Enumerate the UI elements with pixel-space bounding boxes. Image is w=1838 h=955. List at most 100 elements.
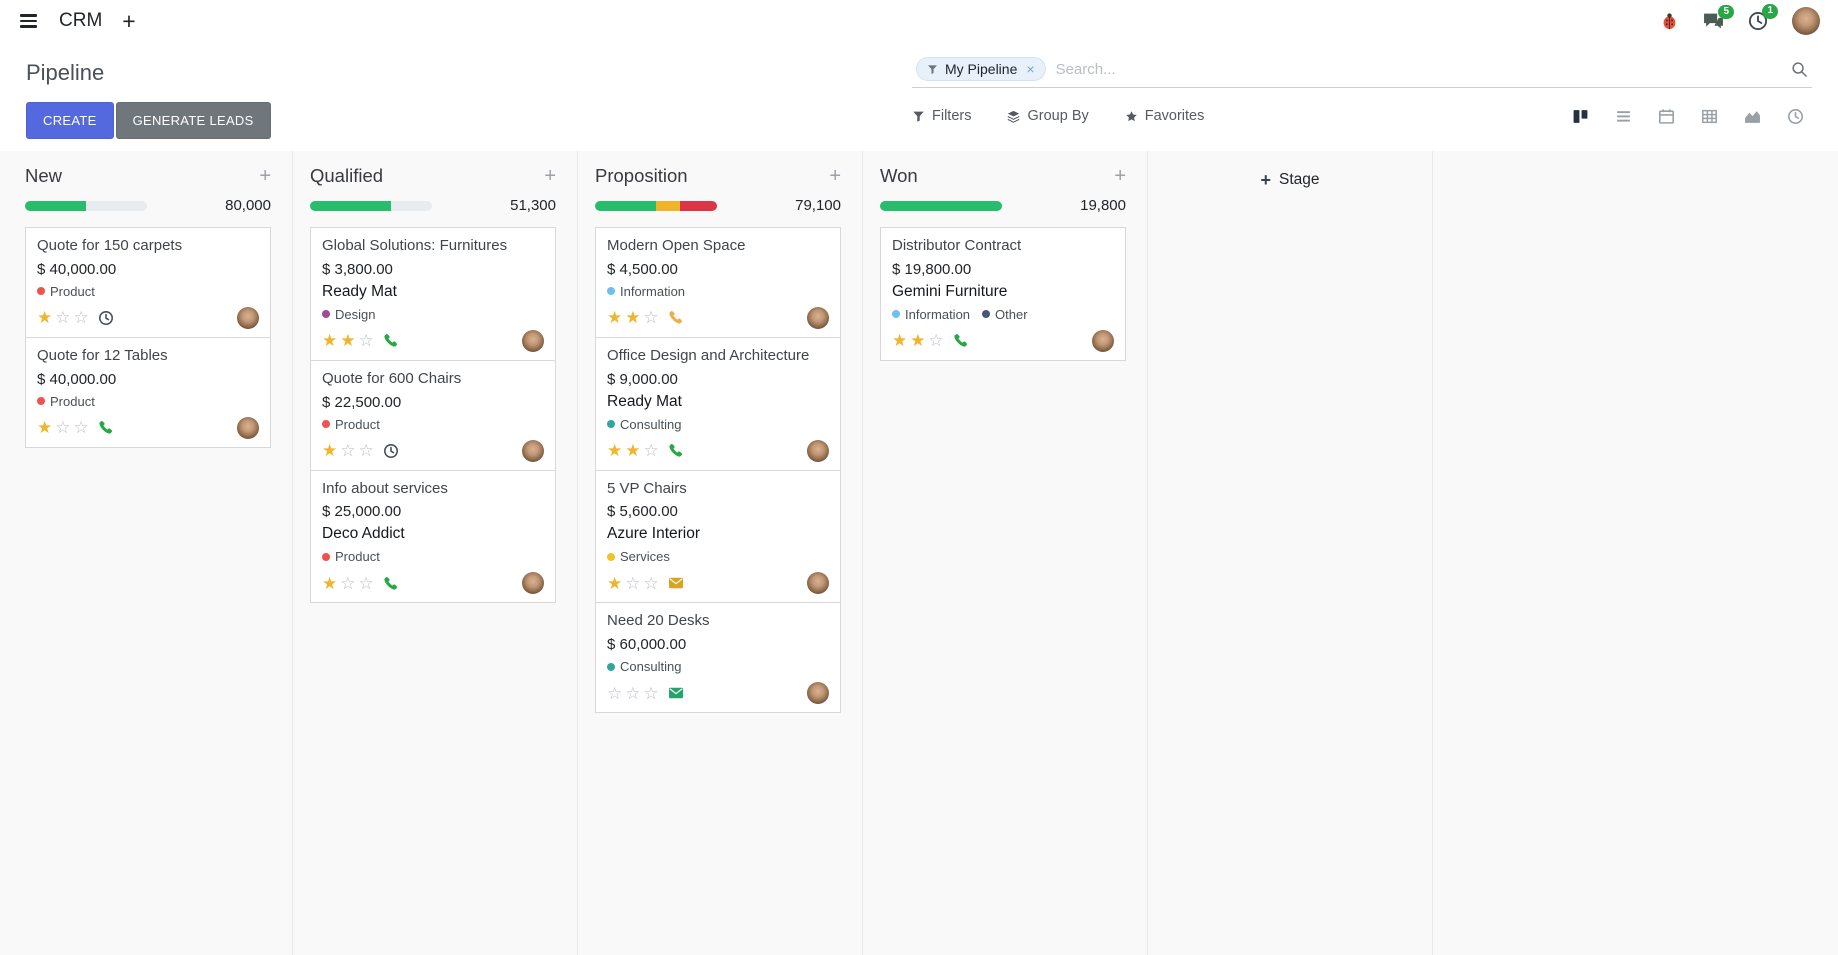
create-button[interactable]: CREATE [26, 102, 114, 139]
card-footer: ☆ ☆ ☆ [607, 682, 829, 704]
phone-activity-icon[interactable] [668, 310, 683, 325]
priority-star[interactable]: ☆ [340, 441, 356, 460]
priority-star[interactable]: ☆ [625, 683, 641, 703]
kanban-card[interactable]: Info about services $ 25,000.00 Deco Add… [310, 469, 556, 604]
card-tag: Services [607, 549, 670, 564]
salesperson-avatar [522, 439, 544, 462]
add-stage-button[interactable]: + Stage [1260, 171, 1319, 189]
add-record-icon[interactable]: + [259, 165, 271, 187]
priority-star[interactable]: ★ [322, 441, 338, 460]
app-name[interactable]: CRM [59, 10, 103, 31]
add-record-icon[interactable]: + [1114, 165, 1126, 187]
add-record-icon[interactable]: + [544, 165, 556, 187]
priority-star[interactable]: ☆ [625, 573, 641, 593]
priority-star[interactable]: ☆ [607, 683, 623, 703]
kanban-card[interactable]: Quote for 12 Tables $ 40,000.00 Product … [25, 336, 271, 448]
add-record-icon[interactable]: + [829, 165, 841, 187]
kanban-view-button[interactable] [1563, 102, 1597, 130]
column-title[interactable]: Proposition [595, 165, 688, 186]
column-progressbar[interactable] [25, 200, 147, 211]
apps-menu-icon[interactable] [18, 9, 39, 33]
priority-star[interactable]: ☆ [340, 573, 356, 593]
generate-leads-button[interactable]: GENERATE LEADS [115, 102, 271, 139]
card-footer: ★ ★ ☆ [322, 329, 544, 352]
priority-star[interactable]: ★ [625, 308, 641, 328]
column-progressbar[interactable] [880, 200, 1002, 211]
kanban-card[interactable]: Need 20 Desks $ 60,000.00 Consulting ☆ ☆ ☆ [595, 602, 841, 713]
search-icon[interactable] [1791, 61, 1808, 78]
priority-star[interactable]: ☆ [358, 331, 374, 351]
activity-view-button[interactable] [1778, 102, 1812, 130]
graph-view-button[interactable] [1735, 102, 1769, 130]
priority-star[interactable]: ★ [625, 441, 641, 460]
kanban-card[interactable]: Distributor Contract $ 19,800.00 Gemini … [880, 227, 1126, 361]
kanban-card[interactable]: 5 VP Chairs $ 5,600.00 Azure Interior Se… [595, 469, 841, 604]
priority-star[interactable]: ★ [322, 331, 338, 351]
column-title[interactable]: New [25, 165, 63, 186]
kanban-card[interactable]: Quote for 600 Chairs $ 22,500.00 Product… [310, 359, 556, 471]
phone-activity-icon[interactable] [668, 443, 683, 458]
priority-star[interactable]: ☆ [643, 441, 659, 460]
list-view-button[interactable] [1606, 102, 1640, 130]
phone-activity-icon[interactable] [383, 576, 398, 591]
phone-activity-icon[interactable] [383, 333, 398, 348]
search-bar[interactable]: My Pipeline × [912, 54, 1812, 88]
priority-star[interactable]: ☆ [643, 308, 659, 328]
control-panel-right: My Pipeline × Filters Group By [912, 54, 1812, 130]
priority-star[interactable]: ★ [910, 331, 926, 351]
user-avatar[interactable] [1792, 7, 1820, 35]
priority-star[interactable]: ☆ [928, 331, 944, 351]
filters-menu[interactable]: Filters [912, 108, 971, 124]
priority-star[interactable]: ☆ [643, 573, 659, 593]
phone-activity-icon[interactable] [98, 420, 113, 435]
column-header: Won + [880, 165, 1126, 187]
column-title[interactable]: Qualified [310, 165, 384, 186]
favorites-menu[interactable]: Favorites [1125, 108, 1204, 124]
column-progressbar[interactable] [595, 200, 717, 211]
mail-activity-icon[interactable] [668, 575, 684, 591]
clock-activity-icon[interactable] [98, 310, 114, 326]
priority-star[interactable]: ★ [892, 331, 908, 351]
priority-star[interactable]: ☆ [55, 308, 71, 328]
pivot-view-button[interactable] [1692, 102, 1726, 130]
column-total: 79,100 [795, 197, 841, 214]
chat-icon[interactable]: 5 [1703, 4, 1734, 31]
card-tags: Product [322, 417, 544, 432]
priority-star[interactable]: ★ [37, 308, 53, 328]
card-tags: Information [607, 284, 829, 299]
priority-star[interactable]: ★ [607, 441, 623, 460]
priority-star[interactable]: ★ [340, 331, 356, 351]
calendar-view-button[interactable] [1649, 102, 1683, 130]
priority-star[interactable]: ★ [322, 573, 338, 593]
phone-activity-icon[interactable] [953, 333, 968, 348]
tag-color-dot [322, 552, 330, 561]
priority-star[interactable]: ☆ [643, 683, 659, 703]
priority-star[interactable]: ☆ [73, 418, 89, 437]
search-input[interactable] [1055, 60, 1781, 78]
kanban-card[interactable]: Global Solutions: Furnitures $ 3,800.00 … [310, 227, 556, 361]
layers-icon [1008, 110, 1020, 123]
priority-star[interactable]: ★ [607, 308, 623, 328]
priority-star[interactable]: ☆ [55, 418, 71, 437]
column-progressbar[interactable] [310, 200, 432, 211]
priority-star[interactable]: ★ [607, 573, 623, 593]
group-by-menu[interactable]: Group By [1007, 108, 1089, 124]
tag-color-dot [322, 420, 330, 428]
priority-star[interactable]: ☆ [73, 308, 89, 328]
bug-icon[interactable] [1660, 12, 1679, 31]
facet-remove-icon[interactable]: × [1026, 61, 1035, 77]
activity-clock-icon[interactable]: 1 [1748, 4, 1778, 31]
clock-activity-icon[interactable] [383, 443, 399, 459]
card-list: Modern Open Space $ 4,500.00 Information… [595, 227, 841, 713]
priority-star[interactable]: ☆ [358, 573, 374, 593]
kanban-card[interactable]: Office Design and Architecture $ 9,000.0… [595, 336, 841, 471]
column-title[interactable]: Won [880, 165, 918, 186]
graph-view-icon [1744, 110, 1760, 123]
kanban-card[interactable]: Quote for 150 carpets $ 40,000.00 Produc… [25, 227, 271, 338]
mail-activity-icon[interactable] [668, 685, 684, 701]
card-amount: $ 5,600.00 [607, 503, 678, 521]
priority-star[interactable]: ☆ [358, 441, 374, 460]
priority-star[interactable]: ★ [37, 418, 53, 437]
kanban-card[interactable]: Modern Open Space $ 4,500.00 Information… [595, 227, 841, 338]
plus-icon[interactable]: + [122, 7, 136, 34]
